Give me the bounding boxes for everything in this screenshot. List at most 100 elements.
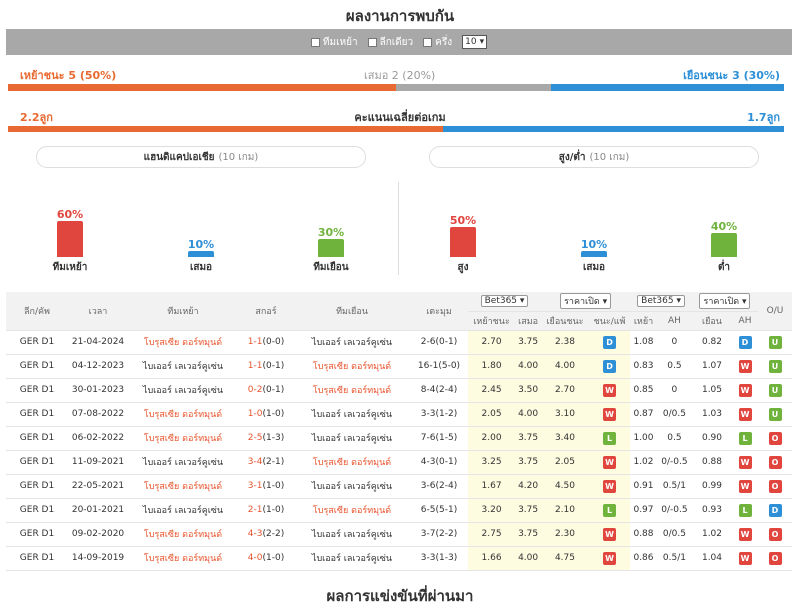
filter-league-label: ลีกเดียว bbox=[379, 36, 414, 48]
home-team-cell[interactable]: โบรุสเซีย ดอร์ทมุนด์ bbox=[128, 546, 238, 571]
table-row[interactable]: GER D1 06-02-2022 โบรุสเซีย ดอร์ทมุนด์ 2-5(… bbox=[6, 426, 792, 451]
handicap-games: (10 เกม) bbox=[218, 151, 259, 163]
league-cell[interactable]: GER D1 bbox=[6, 354, 68, 379]
date-cell: 30-01-2023 bbox=[68, 378, 128, 403]
ht-score: (0-1) bbox=[262, 385, 285, 395]
bookie1-select[interactable]: Bet365 ▾ bbox=[480, 295, 529, 308]
table-row[interactable]: GER D1 09-02-2020 โบรุสเซีย ดอร์ทมุนด์ 4-3(… bbox=[6, 522, 792, 547]
score-cell: 1-1(0-0) bbox=[238, 330, 294, 355]
divider bbox=[398, 182, 399, 275]
league-cell[interactable]: GER D1 bbox=[6, 546, 68, 571]
ah-result-cell: W bbox=[732, 474, 758, 499]
home-win-text: เหย้าชนะ 5 (50%) bbox=[20, 69, 117, 82]
handicap-pct: 60% bbox=[56, 208, 84, 221]
handicap-col: 10% เสมอ bbox=[171, 238, 231, 275]
league-cell[interactable]: GER D1 bbox=[6, 426, 68, 451]
filter-home[interactable]: ทีมเหย้า bbox=[310, 35, 358, 50]
odds-draw: 3.75 bbox=[515, 522, 542, 547]
ah-result-cell: W bbox=[732, 378, 758, 403]
odds-home: 2.05 bbox=[468, 402, 516, 427]
league-cell[interactable]: GER D1 bbox=[6, 450, 68, 475]
league-cell[interactable]: GER D1 bbox=[6, 522, 68, 547]
league-cell[interactable]: GER D1 bbox=[6, 378, 68, 403]
count-select[interactable]: 10 ▾ bbox=[462, 35, 488, 49]
league-cell[interactable]: GER D1 bbox=[6, 474, 68, 499]
away-team-cell[interactable]: ไบเออร์ เลเวอร์คูเซ่น bbox=[294, 546, 410, 571]
table-row[interactable]: GER D1 14-09-2019 โบรุสเซีย ดอร์ทมุนด์ 4-0(… bbox=[6, 546, 792, 571]
page-title: ผลงานการพบกัน bbox=[345, 7, 455, 25]
ht-score: (0-1) bbox=[262, 361, 285, 371]
ah-home: 0.85 bbox=[630, 378, 657, 403]
away-win-text: เยือนชนะ 3 (30%) bbox=[683, 69, 780, 82]
ah-home: 0.83 bbox=[630, 354, 657, 379]
ah-result-badge: W bbox=[738, 359, 752, 373]
away-team-cell[interactable]: ไบเออร์ เลเวอร์คูเซ่น bbox=[294, 522, 410, 547]
table-row[interactable]: GER D1 04-12-2023 ไบเออร์ เลเวอร์คูเซ่น 1-1… bbox=[6, 354, 792, 379]
th-league: ลีก/คัพ bbox=[6, 292, 68, 331]
ah-line: 0/0.5 bbox=[656, 402, 692, 427]
result-badge: L bbox=[603, 503, 617, 517]
table-row[interactable]: GER D1 20-01-2021 ไบเออร์ เลเวอร์คูเซ่น 2-1… bbox=[6, 498, 792, 523]
table-row[interactable]: GER D1 22-05-2021 โบรุสเซีย ดอร์ทมุนด์ 3-1(… bbox=[6, 474, 792, 499]
table-row[interactable]: GER D1 07-08-2022 โบรุสเซีย ดอร์ทมุนด์ 1-0(… bbox=[6, 402, 792, 427]
odds-away: 2.38 bbox=[541, 330, 589, 355]
home-team-cell[interactable]: ไบเออร์ เลเวอร์คูเซ่น bbox=[128, 450, 238, 475]
odds-draw: 3.75 bbox=[515, 450, 542, 475]
home-team-cell[interactable]: โบรุสเซีย ดอร์ทมุนด์ bbox=[128, 426, 238, 451]
handicap-col: 60% ทีมเหย้า bbox=[40, 208, 100, 275]
home-team-cell[interactable]: โบรุสเซีย ดอร์ทมุนด์ bbox=[128, 402, 238, 427]
filter-home-label: ทีมเหย้า bbox=[322, 36, 358, 48]
filter-league[interactable]: ลีกเดียว bbox=[367, 35, 414, 50]
away-team-cell[interactable]: ไบเออร์ เลเวอร์คูเซ่น bbox=[294, 402, 410, 427]
away-team-cell[interactable]: โบรุสเซีย ดอร์ทมุนด์ bbox=[294, 450, 410, 475]
open1-select[interactable]: ราคาเปิด ▾ bbox=[560, 293, 612, 310]
home-team-cell[interactable]: โบรุสเซีย ดอร์ทมุนด์ bbox=[128, 522, 238, 547]
overunder-label: สูง bbox=[457, 262, 469, 273]
home-team-cell[interactable]: โบรุสเซีย ดอร์ทมุนด์ bbox=[128, 330, 238, 355]
away-team-cell[interactable]: ไบเออร์ เลเวอร์คูเซ่น bbox=[294, 330, 410, 355]
home-team-cell[interactable]: ไบเออร์ เลเวอร์คูเซ่น bbox=[128, 378, 238, 403]
ou-badge: U bbox=[768, 335, 782, 349]
ht-score: (1-0) bbox=[262, 553, 285, 563]
table-row[interactable]: GER D1 30-01-2023 ไบเออร์ เลเวอร์คูเซ่น 0-2… bbox=[6, 378, 792, 403]
home-team-cell[interactable]: ไบเออร์ เลเวอร์คูเซ่น bbox=[128, 354, 238, 379]
wdl-summary: เหย้าชนะ 5 (50%) เสมอ 2 (20%) เยือนชนะ 3… bbox=[20, 66, 780, 84]
home-team-cell[interactable]: ไบเออร์ เลเวอร์คูเซ่น bbox=[128, 498, 238, 523]
result-cell: W bbox=[588, 522, 631, 547]
score-cell: 1-1(0-1) bbox=[238, 354, 294, 379]
filter-half[interactable]: ครึ่ง bbox=[423, 35, 452, 50]
ah-away: 0.90 bbox=[691, 426, 732, 451]
league-checkbox[interactable] bbox=[367, 37, 377, 47]
table-row[interactable]: GER D1 11-09-2021 ไบเออร์ เลเวอร์คูเซ่น 3-4… bbox=[6, 450, 792, 475]
away-team-cell[interactable]: โบรุสเซีย ดอร์ทมุนด์ bbox=[294, 498, 410, 523]
away-team-cell[interactable]: ไบเออร์ เลเวอร์คูเซ่น bbox=[294, 426, 410, 451]
odds-draw: 3.75 bbox=[515, 498, 542, 523]
ah-line: 0.5 bbox=[656, 354, 692, 379]
odds-home: 1.66 bbox=[468, 546, 516, 571]
th-bookie2-cell: Bet365 ▾ bbox=[630, 292, 692, 312]
th-ou: O/U bbox=[758, 292, 792, 331]
odds-home: 3.25 bbox=[468, 450, 516, 475]
league-cell[interactable]: GER D1 bbox=[6, 330, 68, 355]
bookie2-select[interactable]: Bet365 ▾ bbox=[637, 295, 685, 308]
half-checkbox[interactable] bbox=[423, 37, 433, 47]
result-badge: L bbox=[603, 431, 617, 445]
home-team-cell[interactable]: โบรุสเซีย ดอร์ทมุนด์ bbox=[128, 474, 238, 499]
league-cell[interactable]: GER D1 bbox=[6, 498, 68, 523]
result-badge: W bbox=[603, 455, 617, 469]
table-body: GER D1 21-04-2024 โบรุสเซีย ดอร์ทมุนด์ 1-1(… bbox=[6, 330, 792, 571]
open2-select[interactable]: ราคาเปิด ▾ bbox=[699, 293, 751, 310]
handicap-pct: 10% bbox=[187, 238, 215, 251]
ah-result-cell: W bbox=[732, 354, 758, 379]
odds-away: 3.40 bbox=[541, 426, 589, 451]
th-wl: ชนะ/แพ้ bbox=[588, 311, 631, 331]
home-checkbox[interactable] bbox=[310, 37, 320, 47]
away-team-cell[interactable]: ไบเออร์ เลเวอร์คูเซ่น bbox=[294, 474, 410, 499]
date-cell: 06-02-2022 bbox=[68, 426, 128, 451]
away-team-cell[interactable]: โบรุสเซีย ดอร์ทมุนด์ bbox=[294, 378, 410, 403]
result-cell: W bbox=[588, 546, 631, 571]
league-cell[interactable]: GER D1 bbox=[6, 402, 68, 427]
overunder-title: สูง/ต่ำ bbox=[558, 151, 586, 163]
away-team-cell[interactable]: โบรุสเซีย ดอร์ทมุนด์ bbox=[294, 354, 410, 379]
table-row[interactable]: GER D1 21-04-2024 โบรุสเซีย ดอร์ทมุนด์ 1-1(… bbox=[6, 330, 792, 355]
